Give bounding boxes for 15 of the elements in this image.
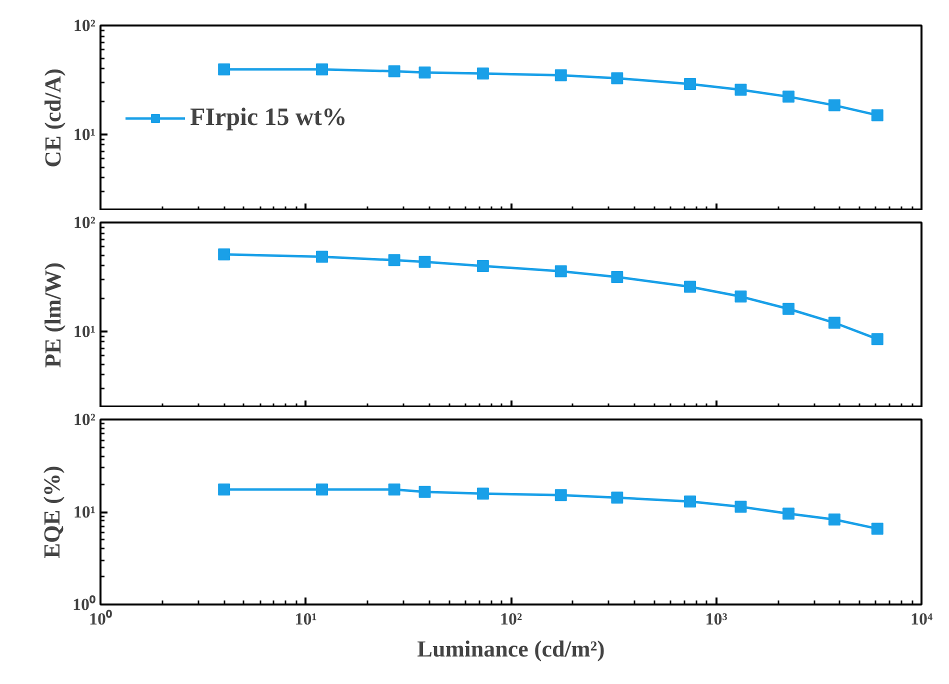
y-tick-label: 10¹ — [73, 124, 96, 144]
y-tick-label: 10² — [73, 213, 96, 232]
y-axis-title: CE (cd/A) — [40, 68, 66, 168]
x-axis-title: Luminance (cd/m²) — [417, 636, 605, 662]
x-tick-label: 10¹ — [294, 610, 317, 628]
x-tick-label: 10³ — [705, 610, 728, 628]
y-axis-title: EQE (%) — [40, 466, 64, 558]
legend-label: FIrpic 15 wt% — [190, 104, 347, 132]
y-tick-label: 10¹ — [73, 322, 96, 341]
x-tick-label: 10² — [500, 610, 522, 628]
y-tick-label: 10¹ — [73, 502, 96, 522]
x-tick-label: 10⁴ — [910, 610, 933, 628]
y-tick-label: 10² — [73, 16, 96, 35]
y-axis-title: PE (lm/W) — [40, 262, 66, 368]
y-tick-label: 10² — [73, 410, 96, 429]
